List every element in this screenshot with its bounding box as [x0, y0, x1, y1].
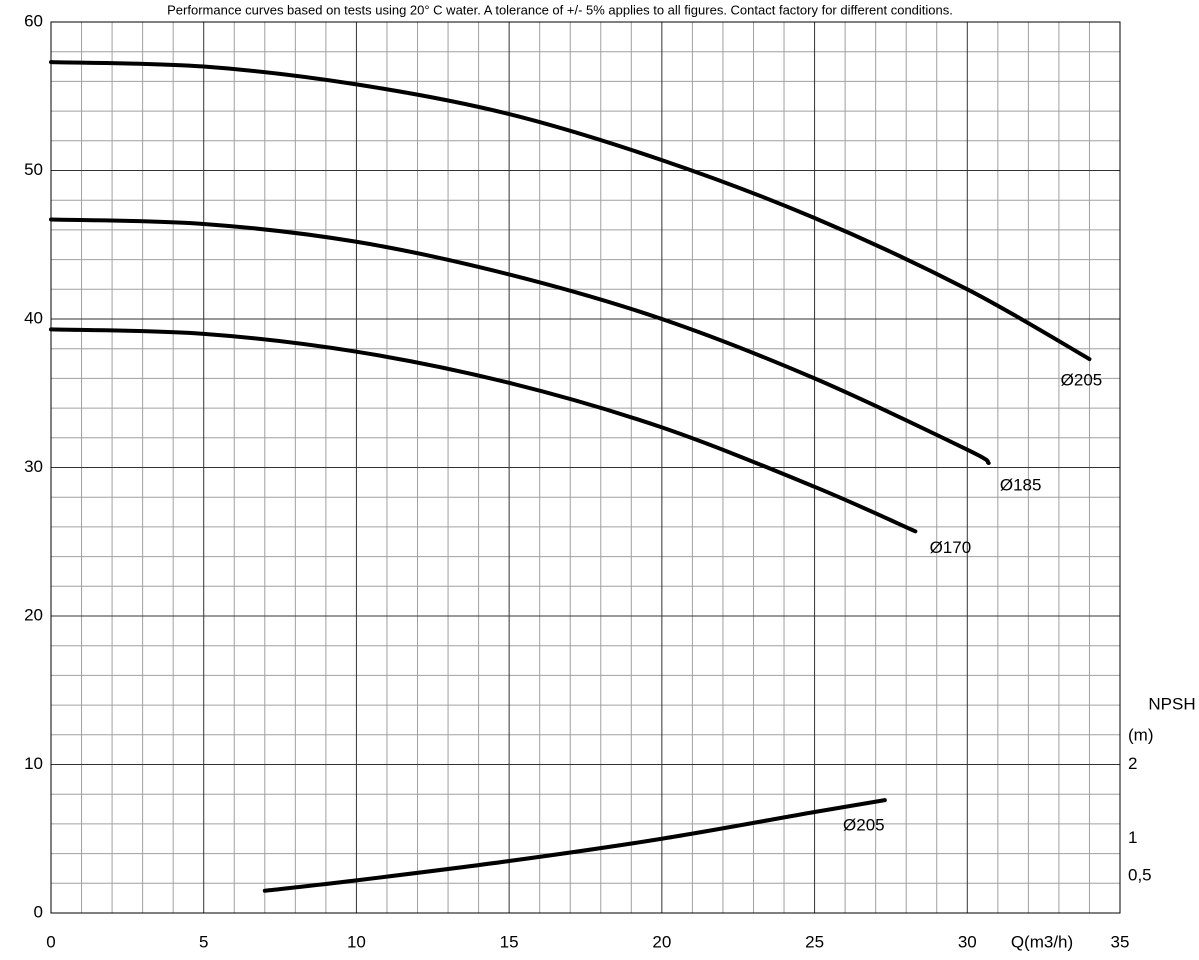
- curve: [262, 798, 887, 893]
- curve: [49, 327, 918, 534]
- y-tick-label: 60: [24, 11, 43, 30]
- y2-axis-label: (m): [1128, 725, 1153, 744]
- y-tick-label: 30: [24, 457, 43, 476]
- y-tick-label: 50: [24, 160, 43, 179]
- curve-label: Ø170: [930, 538, 972, 557]
- x-tick-label: 10: [347, 932, 366, 951]
- x-tick-label: 5: [199, 932, 208, 951]
- x-axis-label: Q(m3/h): [1011, 932, 1073, 951]
- x-tick-label: 35: [1111, 932, 1130, 951]
- y2-tick-label: 2: [1128, 754, 1137, 773]
- y-tick-label: 0: [34, 902, 43, 921]
- x-tick-label: 20: [652, 932, 671, 951]
- y-tick-label: 40: [24, 308, 43, 327]
- y2-axis-label: NPSH: [1148, 694, 1195, 713]
- plot-frame: [50, 21, 1121, 914]
- x-tick-label: 25: [805, 932, 824, 951]
- curve-label: Ø205: [1061, 371, 1103, 390]
- curve: [49, 217, 991, 466]
- y-tick-label: 20: [24, 605, 43, 624]
- y2-tick-label: 0,5: [1128, 865, 1152, 884]
- x-tick-label: 0: [46, 932, 55, 951]
- x-tick-label: 30: [958, 932, 977, 951]
- chart-title: Performance curves based on tests using …: [167, 2, 953, 17]
- x-tick-label: 15: [500, 932, 519, 951]
- y2-tick-label: 1: [1128, 828, 1137, 847]
- curve: [49, 60, 1092, 362]
- curve-label: Ø185: [1000, 476, 1042, 495]
- y-tick-label: 10: [24, 754, 43, 773]
- curve-label: Ø205: [843, 816, 885, 835]
